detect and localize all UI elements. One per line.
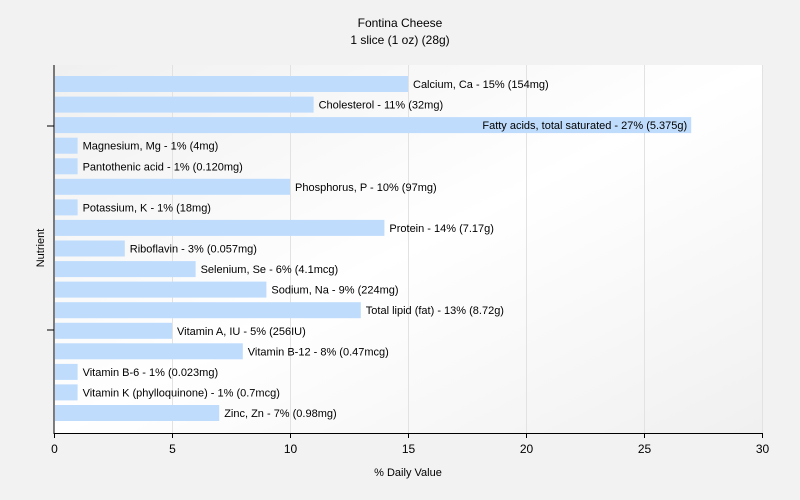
bar (55, 199, 78, 216)
bar-group: Sodium, Na - 9% (224mg) (55, 281, 399, 298)
bar-group: Protein - 14% (7.17g) (55, 219, 494, 236)
bar (55, 117, 692, 134)
bar (55, 219, 385, 236)
y-axis-label: Nutrient (35, 229, 47, 268)
bar-label: Total lipid (fat) - 13% (8.72g) (366, 305, 504, 317)
bar (55, 302, 361, 319)
bar-group: Calcium, Ca - 15% (154mg) (55, 76, 549, 92)
x-tick-label: 25 (638, 442, 652, 456)
bar-label: Phosphorus, P - 10% (97mg) (295, 182, 437, 194)
x-axis-label: % Daily Value (374, 467, 442, 479)
bar (55, 137, 78, 154)
bars: Calcium, Ca - 15% (154mg) Cholesterol - 1… (55, 76, 692, 421)
bar-label: Vitamin B-12 - 8% (0.47mcg) (248, 346, 389, 358)
bar (55, 158, 78, 175)
bar-label: Vitamin A, IU - 5% (256IU) (177, 326, 306, 338)
x-tick-label: 15 (402, 442, 416, 456)
bar (55, 76, 408, 92)
bar-group: Riboflavin - 3% (0.057mg) (55, 240, 257, 257)
bar (55, 281, 267, 298)
bar-label: Magnesium, Mg - 1% (4mg) (83, 141, 219, 153)
bar-group: Magnesium, Mg - 1% (4mg) (55, 137, 219, 154)
bar-label: Calcium, Ca - 15% (154mg) (413, 79, 549, 91)
bar-group: Vitamin A, IU - 5% (256IU) (55, 322, 306, 339)
bar (55, 240, 125, 257)
bar-group: Zinc, Zn - 7% (0.98mg) (55, 405, 337, 421)
bar (55, 178, 290, 195)
bar (55, 343, 243, 360)
bar-label: Potassium, K - 1% (18mg) (83, 202, 211, 214)
chart-subtitle: 1 slice (1 oz) (28g) (350, 33, 449, 47)
bar-label: Protein - 14% (7.17g) (389, 223, 494, 235)
bar (55, 405, 220, 421)
x-tick-label: 0 (51, 442, 58, 456)
bar-label: Fatty acids, total saturated - 27% (5.37… (482, 120, 687, 132)
bar-group: Fatty acids, total saturated - 27% (5.37… (55, 117, 692, 134)
x-tick-label: 10 (284, 442, 298, 456)
bar-label: Vitamin B-6 - 1% (0.023mg) (83, 367, 219, 379)
bar (55, 261, 196, 278)
x-tick-label: 20 (520, 442, 534, 456)
x-tick-label: 30 (756, 442, 770, 456)
x-tick-label: 5 (169, 442, 176, 456)
bar-label: Selenium, Se - 6% (4.1mcg) (201, 264, 339, 276)
bar (55, 384, 78, 401)
bar (55, 363, 78, 380)
bar-label: Pantothenic acid - 1% (0.120mg) (83, 161, 243, 173)
bar-group: Pantothenic acid - 1% (0.120mg) (55, 158, 243, 175)
bar-label: Riboflavin - 3% (0.057mg) (130, 244, 257, 256)
bar-group: Potassium, K - 1% (18mg) (55, 199, 211, 216)
bar-group: Vitamin B-12 - 8% (0.47mcg) (55, 343, 389, 360)
bar-group: Selenium, Se - 6% (4.1mcg) (55, 261, 339, 278)
bar (55, 96, 314, 113)
bar-label: Cholesterol - 11% (32mg) (319, 100, 444, 112)
bar-group: Vitamin B-6 - 1% (0.023mg) (55, 363, 219, 380)
bar-group: Vitamin K (phylloquinone) - 1% (0.7mcg) (55, 384, 280, 401)
bar-label: Zinc, Zn - 7% (0.98mg) (224, 408, 336, 420)
x-ticks: 0 5 10 15 20 25 30 (51, 433, 769, 456)
chart-title: Fontina Cheese (358, 16, 443, 30)
bar-group: Total lipid (fat) - 13% (8.72g) (55, 302, 504, 319)
bar-label: Sodium, Na - 9% (224mg) (271, 285, 398, 297)
bar-label: Vitamin K (phylloquinone) - 1% (0.7mcg) (83, 387, 280, 399)
bar-group: Phosphorus, P - 10% (97mg) (55, 178, 437, 195)
bar-group: Cholesterol - 11% (32mg) (55, 96, 444, 113)
bar (55, 322, 172, 339)
